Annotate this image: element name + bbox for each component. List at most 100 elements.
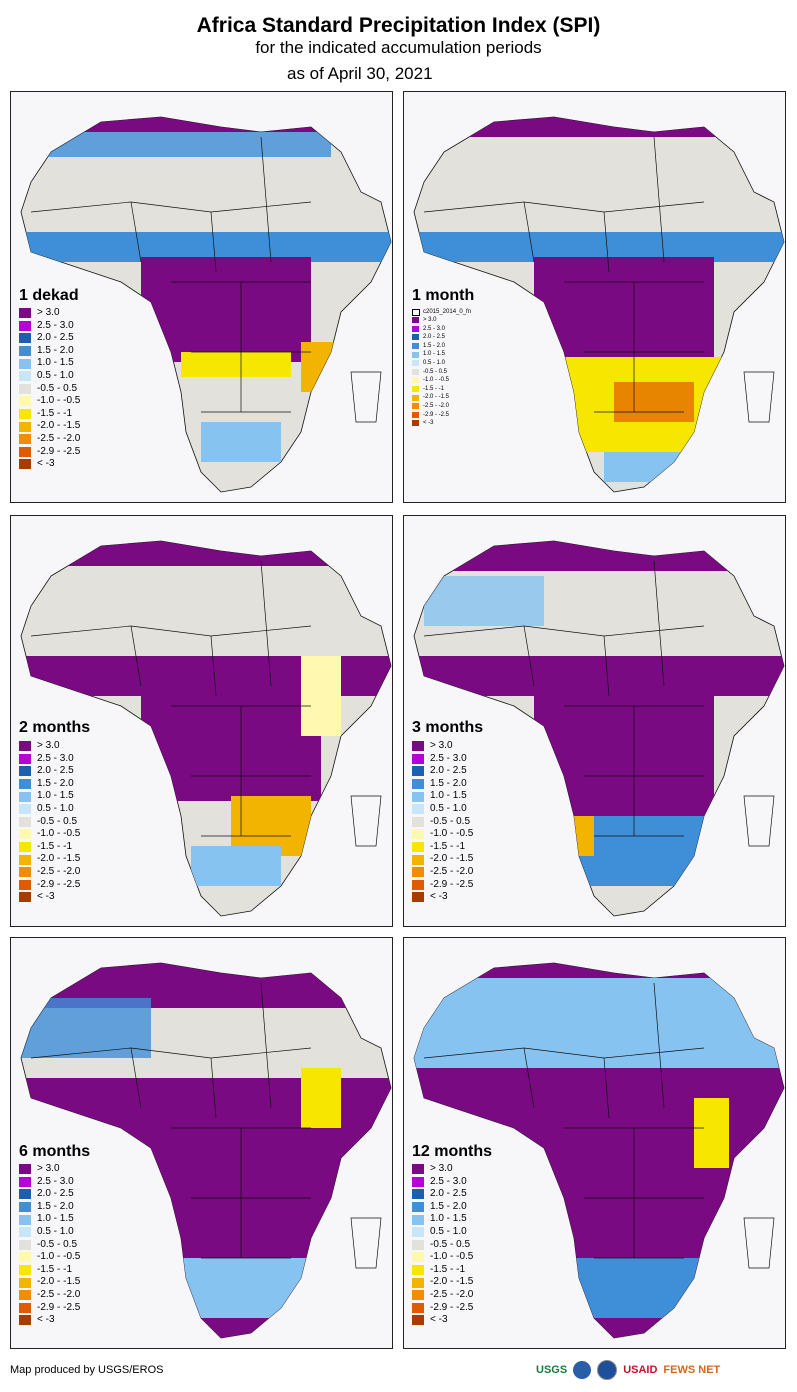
legend-item: < -3: [412, 419, 471, 428]
legend-swatch: [412, 829, 424, 840]
legend-swatch: [412, 1189, 424, 1200]
legend-label: -1.0 - -0.5: [430, 828, 474, 840]
legend-swatch: [412, 377, 419, 384]
legend-label: 1.5 - 2.0: [430, 1200, 467, 1212]
legend-item: -1.0 - -0.5: [412, 1251, 473, 1264]
legend-label: -2.0 - -1.5: [423, 394, 450, 401]
page-subtitle: for the indicated accumulation periods: [255, 38, 542, 57]
legend-item: -2.5 - -2.0: [19, 433, 80, 446]
legend-item: -0.5 - 0.5: [412, 368, 471, 377]
legend-label: > 3.0: [423, 317, 437, 323]
legend-item: -0.5 - 0.5: [412, 1239, 473, 1252]
legend-swatch: [412, 1176, 424, 1187]
legend-item: -2.0 - -1.5: [19, 853, 80, 866]
legend-item: > 3.0: [19, 307, 80, 320]
legend-swatch: [412, 411, 419, 418]
legend-label: 2.0 - 2.5: [430, 1188, 467, 1200]
legend-swatch: [412, 420, 419, 427]
usaid-logo: USAID: [623, 1364, 658, 1376]
legend-swatch: [412, 741, 424, 752]
legend-label: 1.0 - 1.5: [37, 1213, 74, 1225]
legend-swatch: [19, 879, 31, 890]
fews-net-logo: FEWS NET: [663, 1364, 721, 1376]
legend-item: -2.9 - -2.5: [19, 1302, 80, 1315]
legend-swatch: [412, 867, 424, 878]
legend-swatch: [19, 446, 31, 457]
legend-swatch: [412, 351, 419, 358]
legend-item: -0.5 - 0.5: [19, 1239, 80, 1252]
legend-item: 1.0 - 1.5: [19, 1213, 80, 1226]
legend-item: -1.0 - -0.5: [412, 376, 471, 385]
map-panel-1-dekad: 1 dekad > 3.0 2.5 - 3.0 2.0 - 2.5 1.5 - 2.0…: [10, 91, 393, 503]
legend-swatch: [19, 816, 31, 827]
legend-item: -2.0 - -1.5: [19, 420, 80, 433]
legend-swatch: [412, 1302, 424, 1313]
legend-item: < -3: [19, 1314, 80, 1327]
legend-swatch: [412, 394, 419, 401]
legend-swatch: [19, 1202, 31, 1213]
legend-label: 2.5 - 3.0: [430, 752, 467, 764]
legend-item: -1.0 - -0.5: [19, 828, 80, 841]
legend-label: -1.0 - -0.5: [423, 377, 450, 384]
legend-item: 1.0 - 1.5: [412, 790, 473, 803]
legend-swatch: [412, 779, 424, 790]
legend-item: -0.5 - 0.5: [19, 383, 80, 396]
legend-swatch: [19, 1290, 31, 1301]
legend-item: 2.0 - 2.5: [19, 765, 80, 778]
legend-item: 2.5 - 3.0: [19, 1176, 80, 1189]
legend-label: -2.5 - -2.0: [430, 865, 474, 877]
legend-swatch: [412, 325, 419, 332]
legend-label: -2.0 - -1.5: [430, 1276, 474, 1288]
legend-swatch: [412, 1290, 424, 1301]
legend-label: 1.5 - 2.0: [37, 1200, 74, 1212]
legend-label: 2.0 - 2.5: [430, 765, 467, 777]
legend-label: -2.0 - -1.5: [430, 853, 474, 865]
legend-swatch: [412, 1202, 424, 1213]
legend-swatch: [412, 879, 424, 890]
legend-label: -1.0 - -0.5: [37, 395, 81, 407]
legend-item: 2.0 - 2.5: [19, 1188, 80, 1201]
legend-swatch: [19, 791, 31, 802]
legend-label: -2.0 - -1.5: [37, 420, 81, 432]
legend-swatch: [19, 346, 31, 357]
legend-label: 0.5 - 1.0: [37, 1225, 74, 1237]
legend-swatch: [412, 334, 419, 341]
map-panel-2-months: 2 months > 3.0 2.5 - 3.0 2.0 - 2.5 1.5 - 2.…: [10, 515, 393, 927]
legend-label: -1.5 - -1: [430, 840, 466, 852]
legend-swatch: [412, 816, 424, 827]
legend-label: -2.9 - -2.5: [37, 878, 81, 890]
legend-swatch: [19, 396, 31, 407]
legend-label: -1.5 - -1: [37, 840, 73, 852]
legend: > 3.0 2.5 - 3.0 2.0 - 2.5 1.5 - 2.0 1.0 - 1.…: [19, 307, 80, 471]
legend-label: -2.9 - -2.5: [37, 1301, 81, 1313]
legend-item: 1.0 - 1.5: [19, 357, 80, 370]
legend-item: 2.5 - 3.0: [19, 320, 80, 333]
legend-swatch: [412, 766, 424, 777]
legend-label: -0.5 - 0.5: [430, 815, 471, 827]
legend-swatch: [412, 343, 419, 350]
panel-label: 6 months: [19, 1143, 91, 1160]
panel-label: 2 months: [19, 719, 91, 736]
legend-item: 2.0 - 2.5: [19, 332, 80, 345]
legend-label: -1.5 - -1: [423, 385, 445, 392]
legend-item: > 3.0: [412, 316, 471, 325]
legend-item: 2.5 - 3.0: [19, 753, 80, 766]
legend-item: < -3: [19, 458, 80, 471]
map-panel-12-months: 12 months > 3.0 2.5 - 3.0 2.0 - 2.5 1.5 - 2…: [403, 937, 786, 1349]
legend-swatch: [19, 1227, 31, 1238]
legend-item: 2.0 - 2.5: [412, 765, 473, 778]
legend-label: -0.5 - 0.5: [423, 368, 448, 375]
legend-swatch: [19, 371, 31, 382]
legend: > 3.0 2.5 - 3.0 2.0 - 2.5 1.5 - 2.0 1.0 - 1.…: [19, 740, 80, 904]
legend-label: -1.0 - -0.5: [37, 1251, 81, 1263]
legend-item: > 3.0: [19, 1163, 80, 1176]
nasa-seal-icon: [597, 1360, 618, 1380]
credit-text: Map produced by USGS/EROS: [10, 1364, 164, 1376]
legend-label: 2.0 - 2.5: [37, 1188, 74, 1200]
legend-label: > 3.0: [37, 1163, 60, 1174]
legend: > 3.0 2.5 - 3.0 2.0 - 2.5 1.5 - 2.0 1.0 - 1.…: [412, 740, 473, 904]
legend-label: -2.9 - -2.5: [423, 411, 450, 418]
legend-label: -2.5 - -2.0: [430, 1288, 474, 1300]
legend-item: 2.0 - 2.5: [412, 1188, 473, 1201]
legend-label: 1.0 - 1.5: [430, 1213, 467, 1225]
